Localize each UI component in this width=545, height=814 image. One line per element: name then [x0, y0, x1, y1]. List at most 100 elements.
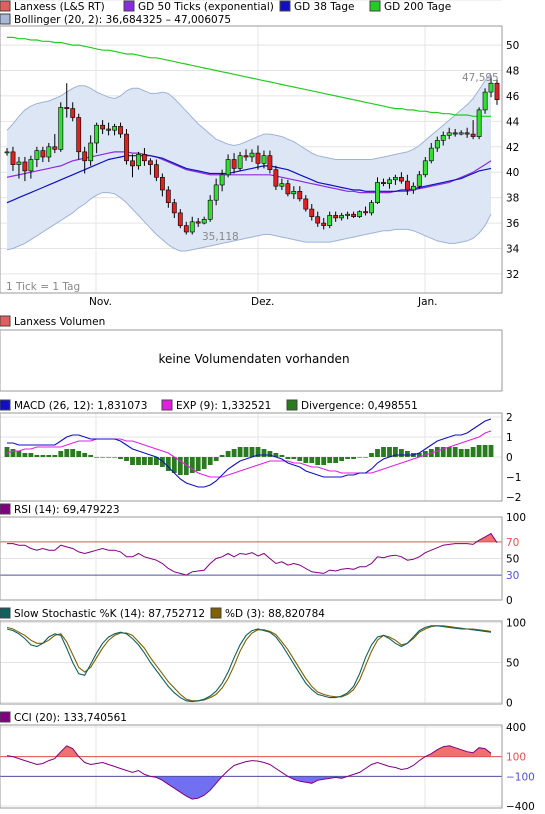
cci-line	[6, 745, 492, 800]
divergence-bar	[387, 447, 392, 457]
y-tick-label: 0	[506, 697, 513, 709]
divergence-bar	[261, 449, 267, 457]
divergence-bar	[165, 457, 171, 471]
stoch-frame	[0, 620, 503, 705]
divergence-bar	[207, 457, 213, 465]
y-tick-label: 2	[506, 412, 513, 424]
macd-panel: MACD (26, 12): 1,831073 EXP (9): 1,33252…	[0, 0, 521, 504]
y-tick-label: 50	[506, 554, 519, 566]
macd-grid	[0, 0, 502, 501]
candle-body	[458, 132, 464, 135]
y-tick-label: 400	[506, 722, 526, 734]
candle-body	[76, 117, 82, 153]
legend-gd200: GD 200 Tage	[384, 1, 451, 13]
candle-body	[404, 180, 410, 191]
y-tick-label: −400	[506, 801, 535, 813]
rsi-y-axis: 100 70 50 30 0	[506, 512, 526, 607]
divergence-bar	[4, 447, 10, 457]
y-tick-label: 42	[506, 142, 519, 154]
candle-body	[219, 174, 225, 186]
candle-body	[339, 215, 344, 219]
annotation-high: 47,595	[462, 72, 499, 84]
divergence-bar	[482, 445, 488, 457]
candle-body	[440, 135, 446, 141]
cci-grid	[0, 725, 502, 808]
candle-body	[434, 140, 440, 149]
divergence-bar	[291, 457, 297, 459]
candle-body	[88, 142, 94, 162]
legend-swatch-lanxess	[0, 0, 11, 12]
candle-body	[130, 160, 135, 167]
divergence-bar	[46, 455, 52, 457]
divergence-bar	[327, 457, 333, 463]
candle-body	[285, 183, 291, 195]
candle-body	[351, 213, 356, 217]
legend-stoch-k: Slow Stochastic %K (14): 87,752712	[14, 608, 205, 620]
y-tick-label: 48	[506, 66, 519, 78]
candle-body	[476, 109, 482, 137]
y-tick-label: −1	[506, 472, 521, 484]
candle-body	[213, 184, 219, 201]
candle-body	[410, 185, 416, 191]
candle-body	[10, 151, 16, 165]
divergence-bar	[333, 457, 339, 463]
cci-plot	[0, 745, 502, 800]
divergence-bar	[171, 457, 177, 473]
legend-swatch-gd50	[123, 0, 135, 12]
candle-body	[154, 164, 159, 178]
legend-gd38: GD 38 Tage	[294, 1, 355, 13]
candle-body	[446, 132, 452, 136]
divergence-bar	[142, 457, 147, 465]
price-panel: Lanxess (L&S RT) GD 50 Ticks (exponentia…	[0, 0, 520, 308]
divergence-bar	[375, 449, 380, 457]
divergence-bar	[118, 457, 123, 459]
candle-body	[46, 146, 52, 158]
y-tick-label: 44	[506, 116, 520, 128]
legend-swatch-rsi	[0, 503, 11, 515]
candle-body	[58, 107, 64, 150]
divergence-bar	[16, 451, 22, 457]
candle-body	[64, 107, 70, 110]
stoch-k-line	[6, 625, 492, 703]
candle-body	[482, 91, 488, 111]
candle-body	[321, 222, 327, 226]
candle-body	[165, 189, 171, 203]
divergence-bar	[303, 457, 309, 463]
bollinger-band	[7, 73, 491, 251]
y-tick-label: 30	[506, 570, 519, 582]
x-label-dez: Dez.	[251, 296, 274, 308]
legend-swatch-stoch-k	[0, 607, 11, 619]
candle-body	[387, 179, 392, 184]
candle-body	[363, 211, 368, 214]
y-tick-label: 36	[506, 218, 520, 230]
macd-y-axis: 2 1 0 −1 −2	[506, 412, 521, 504]
candle-body	[255, 152, 261, 164]
y-tick-label: 40	[506, 167, 519, 179]
divergence-bar	[201, 457, 207, 469]
divergence-bar	[154, 457, 159, 465]
y-tick-label: 46	[506, 91, 520, 103]
candle-body	[494, 82, 500, 100]
legend-divergence: Divergence: 0,498551	[301, 400, 418, 412]
legend-volume: Lanxess Volumen	[14, 316, 105, 328]
candle-body	[422, 160, 428, 176]
candle-body	[297, 191, 303, 200]
rsi-frame	[0, 516, 503, 601]
divergence-bar	[440, 447, 446, 457]
candle-body	[195, 221, 201, 224]
y-tick-label: 100	[506, 512, 526, 524]
stoch-y-axis: 100 50 0	[506, 618, 526, 710]
candle-body	[345, 213, 350, 216]
candle-body	[428, 147, 434, 162]
divergence-bar	[130, 457, 135, 465]
divergence-bar	[470, 447, 476, 457]
divergence-bar	[148, 457, 153, 465]
price-plot	[4, 36, 500, 252]
divergence-bar	[422, 451, 428, 457]
rsi-panel: RSI (14): 69,479223 100 70 50 30 0	[0, 503, 526, 607]
legend-swatch-bollinger	[0, 13, 11, 25]
candle-body	[452, 132, 458, 135]
y-tick-label: 100	[506, 618, 526, 630]
candle-body	[464, 132, 470, 135]
volume-frame	[0, 329, 503, 392]
